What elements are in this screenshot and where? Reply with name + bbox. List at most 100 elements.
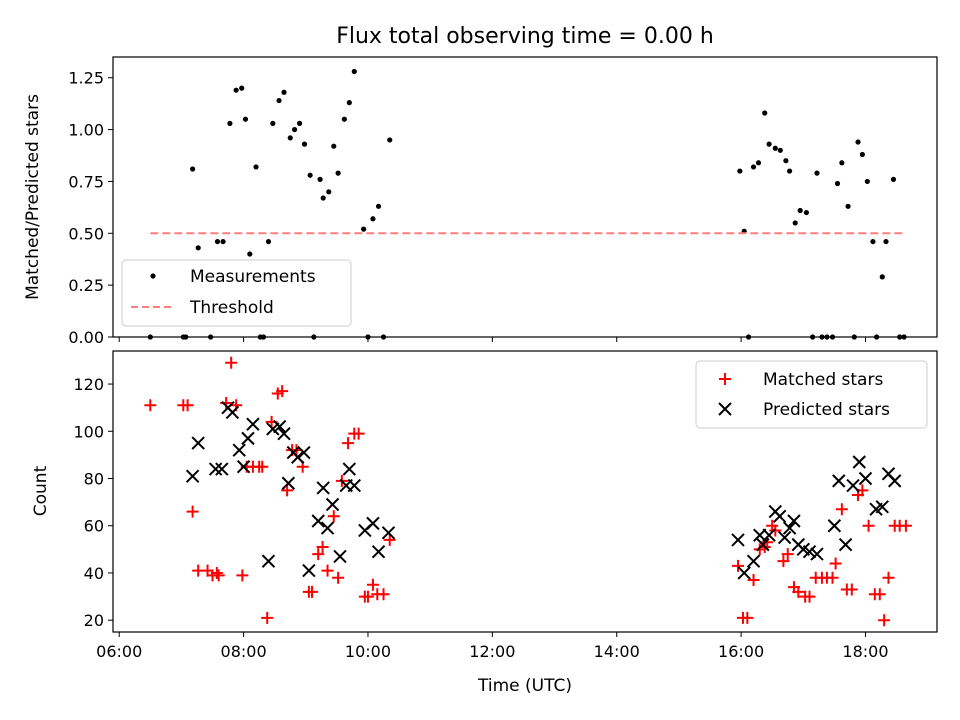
top-legend: Measurements Threshold: [121, 259, 352, 327]
measurement-point: [737, 168, 743, 174]
measurement-point: [253, 164, 259, 170]
legend-measurements-marker: [150, 273, 156, 279]
matched-star-point: [792, 585, 805, 598]
legend-predicted-marker: [718, 402, 732, 416]
predicted-star-point: [838, 537, 853, 552]
matched-star-point: [769, 524, 782, 537]
matched-star-point: [873, 588, 886, 601]
matched-star-point: [276, 385, 289, 398]
predicted-star-point: [756, 537, 770, 552]
predicted-star-point: [827, 519, 842, 533]
top-legend-box: [121, 259, 352, 327]
matched-star-point: [829, 557, 842, 570]
matched-star-point: [366, 578, 379, 591]
xtick-label: 06:00: [96, 642, 142, 661]
matched-star-point: [826, 571, 839, 584]
measurement-point: [335, 170, 341, 176]
matched-star-point: [306, 585, 319, 598]
bottom-panel-marks: [144, 356, 912, 627]
measurement-point: [265, 238, 272, 245]
bottom-panel-yaxis: 20 40 60 80 100 120: [73, 375, 113, 630]
ytick-label: 60: [84, 517, 104, 536]
measurement-point: [839, 160, 845, 166]
bottom-panel-frame: [112, 350, 938, 633]
measurement-point: [276, 97, 282, 104]
predicted-star-point: [802, 545, 817, 559]
measurement-point: [883, 238, 889, 245]
xtick-label: 16:00: [718, 642, 764, 661]
predicted-star-point: [810, 547, 824, 561]
predicted-star-point: [261, 554, 276, 568]
measurement-point: [351, 68, 357, 75]
predicted-star-point: [297, 445, 311, 460]
measurement-point: [317, 176, 323, 182]
predicted-star-point: [191, 436, 205, 450]
predicted-star-point: [832, 474, 846, 488]
predicted-star-point: [875, 500, 889, 514]
measurement-point: [859, 151, 865, 158]
measurement-point: [296, 120, 303, 126]
xtick-label: 12:00: [469, 642, 515, 661]
predicted-star-point: [290, 450, 305, 464]
measurement-point: [326, 189, 332, 195]
matched-star-point: [281, 484, 294, 497]
matched-star-point: [731, 559, 744, 572]
matched-star-point: [225, 356, 238, 369]
predicted-star-point: [241, 431, 255, 446]
top-panel-frame: [112, 56, 938, 338]
predicted-star-point: [787, 514, 801, 528]
predicted-star-point: [236, 459, 251, 474]
measurement-point: [195, 245, 201, 251]
measurement-point: [287, 135, 293, 141]
matched-star-point: [332, 571, 345, 584]
predicted-star-point: [246, 417, 260, 431]
ytick-label: 20: [84, 611, 104, 630]
measurement-point: [361, 226, 367, 232]
measurement-point: [834, 180, 841, 187]
measurement-point: [766, 141, 772, 147]
predicted-star-point: [281, 476, 296, 490]
matched-star-point: [845, 583, 858, 596]
matched-star-point: [181, 399, 194, 412]
matched-star-point: [835, 503, 848, 516]
bottom-legend: Matched stars Predicted stars: [695, 360, 928, 429]
ytick-label: 100: [73, 422, 104, 441]
predicted-star-point: [737, 566, 751, 580]
predicted-star-point: [381, 526, 396, 540]
measurement-point: [331, 143, 337, 149]
xtick-label: 18:00: [842, 642, 888, 661]
matched-star-point: [882, 571, 895, 584]
predicted-star-point: [858, 471, 873, 486]
measurement-point: [214, 238, 221, 245]
measurement-point: [783, 158, 789, 164]
matched-star-point: [312, 548, 325, 561]
bottom-panel-ylabel: Count: [31, 465, 51, 516]
measurement-point: [346, 100, 352, 106]
predicted-star-point: [366, 516, 380, 531]
matched-star-point: [261, 611, 274, 624]
matched-star-point: [747, 574, 760, 587]
ytick-label: 0.75: [68, 172, 104, 191]
measurement-point: [792, 220, 798, 226]
bottom-panel-xaxis: 06:00 08:00 10:00 12:00 14:00 16:00 18:00: [96, 632, 889, 661]
predicted-star-point: [731, 533, 745, 547]
predicted-star-point: [225, 405, 240, 420]
matched-star-point: [342, 437, 355, 450]
measurement-point: [777, 147, 783, 153]
matched-star-point: [777, 555, 790, 568]
predicted-star-point: [302, 563, 316, 578]
measurement-point: [387, 137, 393, 143]
matched-star-point: [803, 590, 816, 603]
xtick-label: 10:00: [345, 642, 391, 661]
matched-star-point: [899, 519, 912, 532]
top-panel-marks: [147, 68, 907, 340]
legend-predicted-label: Predicted stars: [763, 400, 890, 420]
matched-star-point: [212, 569, 225, 582]
measurement-point: [190, 166, 196, 172]
matched-star-point: [377, 588, 390, 601]
predicted-star-point: [347, 478, 361, 493]
bottom-panel-xlabel: Time (UTC): [477, 676, 572, 696]
legend-matched-marker: [719, 373, 731, 385]
ytick-label: 0.25: [68, 276, 104, 295]
